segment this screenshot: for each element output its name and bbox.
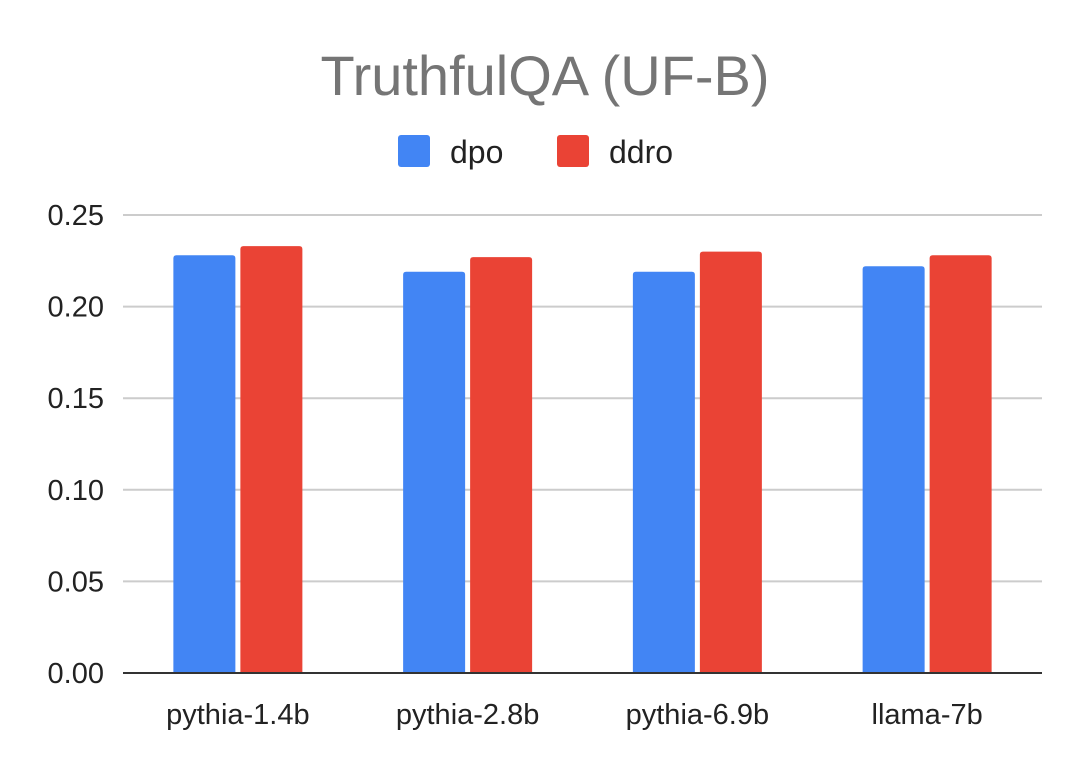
chart-title: TruthfulQA (UF-B)	[320, 44, 769, 107]
bar-dpo-llama-7b	[862, 266, 925, 673]
legend-swatch-ddro	[557, 135, 589, 167]
legend-swatch-dpo	[398, 135, 430, 167]
legend-label-ddro: ddro	[609, 134, 673, 170]
bar-ddro-pythia-2.8b	[470, 257, 533, 673]
bar-dpo-pythia-6.9b	[632, 271, 695, 673]
bars	[173, 246, 992, 674]
legend: dpo ddro	[398, 134, 673, 170]
bar-ddro-llama-7b	[929, 255, 992, 673]
x-tick-label: pythia-6.9b	[626, 699, 770, 731]
y-tick-label: 0.25	[48, 200, 104, 232]
bar-dpo-pythia-2.8b	[403, 271, 466, 673]
bar-ddro-pythia-1.4b	[240, 246, 303, 674]
x-tick-label: pythia-1.4b	[166, 699, 310, 731]
bar-ddro-pythia-6.9b	[699, 251, 762, 673]
y-tick-label: 0.15	[48, 383, 104, 415]
y-tick-label: 0.05	[48, 566, 104, 598]
y-axis: 0.00 0.05 0.10 0.15 0.20 0.25	[48, 200, 104, 690]
y-tick-label: 0.00	[48, 658, 104, 690]
y-tick-label: 0.10	[48, 475, 104, 507]
bar-dpo-pythia-1.4b	[173, 255, 236, 673]
legend-label-dpo: dpo	[450, 134, 503, 170]
x-tick-label: llama-7b	[872, 699, 983, 731]
x-tick-label: pythia-2.8b	[396, 699, 540, 731]
x-axis: pythia-1.4b pythia-2.8b pythia-6.9b llama-7…	[123, 672, 1042, 731]
y-tick-label: 0.20	[48, 292, 104, 324]
